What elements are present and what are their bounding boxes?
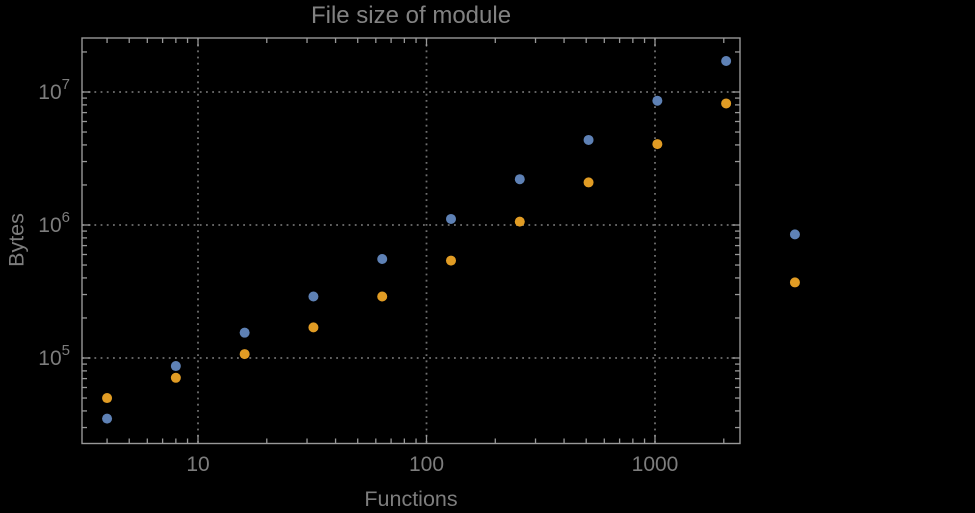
data-point-blue-x16 xyxy=(239,327,250,338)
data-point-orange-x256 xyxy=(514,216,525,227)
data-point-orange-x128 xyxy=(445,255,456,266)
data-point-orange-x4096 xyxy=(789,277,800,288)
x-tick-label-1000: 1000 xyxy=(632,453,679,476)
data-point-blue-x512 xyxy=(583,134,594,145)
chart-title: File size of module xyxy=(310,2,512,29)
data-point-blue-x4 xyxy=(102,413,113,424)
data-point-orange-x1024 xyxy=(652,139,663,150)
plot-frame xyxy=(81,37,741,445)
data-point-orange-x8 xyxy=(170,372,181,383)
data-point-blue-x64 xyxy=(377,254,388,265)
data-point-blue-x2048 xyxy=(721,56,732,67)
x-tick-label-100: 100 xyxy=(409,453,444,476)
data-point-blue-x128 xyxy=(445,213,456,224)
data-point-blue-x8 xyxy=(170,361,181,372)
y-axis-label: Bytes xyxy=(4,213,29,267)
data-point-orange-x2048 xyxy=(721,98,732,109)
data-point-orange-x4 xyxy=(102,393,113,404)
data-point-blue-x32 xyxy=(308,291,319,302)
data-point-blue-x256 xyxy=(514,174,525,185)
data-point-blue-x1024 xyxy=(652,95,663,106)
data-point-orange-x16 xyxy=(239,349,250,360)
y-tick-label-10000000: 107 xyxy=(38,76,70,104)
data-point-orange-x64 xyxy=(377,291,388,302)
data-point-orange-x512 xyxy=(583,177,594,188)
y-tick-label-1000000: 106 xyxy=(38,209,70,237)
x-tick-label-10: 10 xyxy=(186,453,209,476)
data-point-blue-x4096 xyxy=(789,229,800,240)
y-tick-label-100000: 105 xyxy=(38,342,70,370)
x-axis-label: Functions xyxy=(364,487,458,511)
data-point-orange-x32 xyxy=(308,322,319,333)
